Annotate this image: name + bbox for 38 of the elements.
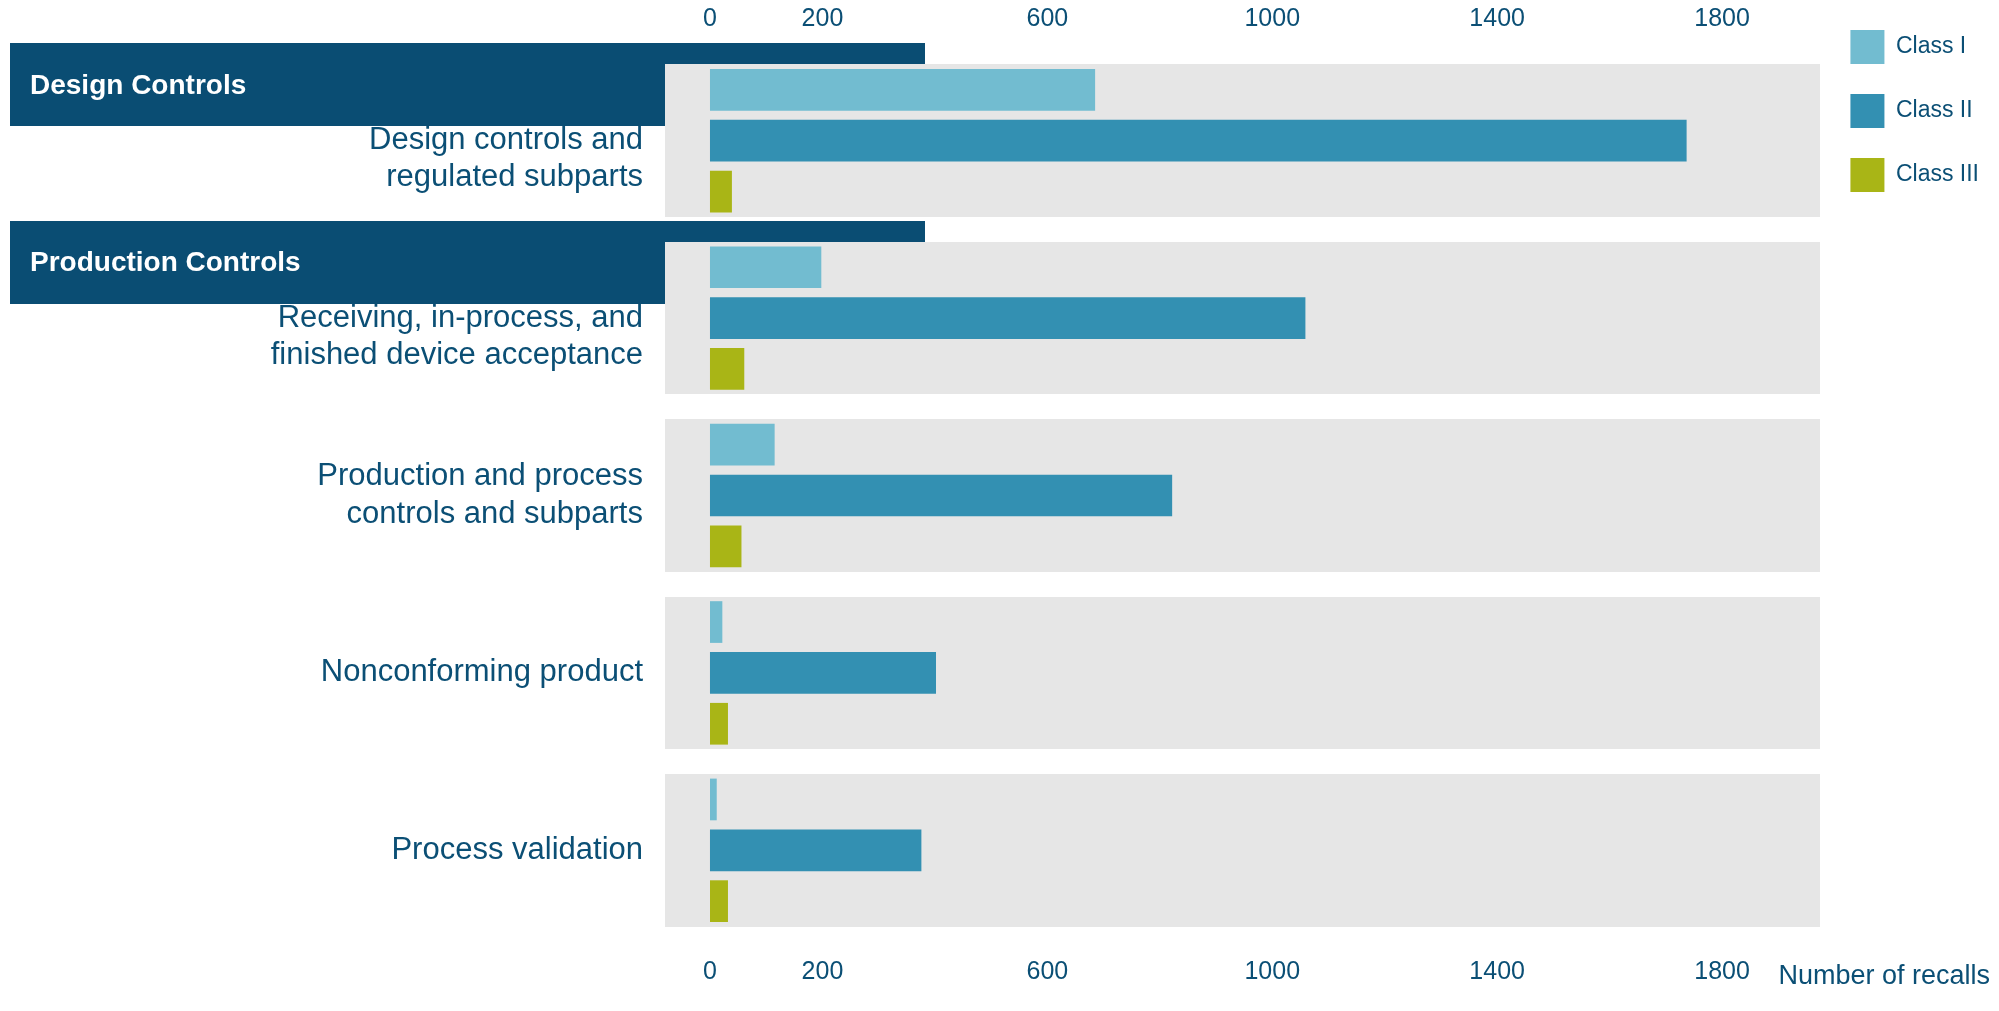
x-tick-label: 1800 (1694, 955, 1750, 984)
x2-tick-label: 1400 (1469, 2, 1525, 31)
bar (709, 778, 717, 821)
bar (709, 880, 728, 923)
bar (709, 423, 775, 466)
x-tick-label: 1400 (1469, 955, 1525, 984)
bar (709, 652, 937, 694)
legend-label: Class III (1895, 160, 1980, 187)
bar (709, 119, 1687, 162)
x-tick-label: 600 (1026, 955, 1069, 984)
text: Production Controls (30, 246, 301, 278)
bar (709, 702, 728, 745)
x2-tick-label: 1800 (1694, 2, 1750, 31)
x-tick-label: 0 (703, 955, 717, 984)
y-tick-label: Nonconforming product (320, 653, 644, 689)
x2-tick-label: 1000 (1244, 2, 1301, 31)
bar (709, 525, 742, 568)
bar (709, 601, 723, 643)
y-tick-label: Design controls and regulated subparts (369, 121, 643, 194)
bar (709, 297, 1306, 339)
x-tick-label: 1000 (1244, 955, 1301, 984)
y-tick-label: Receiving, in-process, and finished device acceptance (270, 298, 643, 371)
bar (709, 474, 1173, 517)
x-tick-label: 200 (801, 955, 844, 984)
bar (709, 829, 922, 872)
y-tick-label: Process validation (391, 830, 643, 866)
text: Design Controls (30, 68, 247, 100)
bar (709, 348, 745, 390)
x2-tick-label: 200 (801, 2, 844, 31)
x2-tick-label: 0 (703, 2, 717, 31)
x-axis-title: Number of recalls (1778, 960, 1990, 991)
bar (709, 246, 822, 289)
bar (709, 69, 1096, 111)
legend-label: Class I (1895, 32, 1967, 59)
x2-tick-label: 600 (1026, 2, 1069, 31)
y-tick-label: Production and process controls and subparts (317, 457, 643, 530)
legend-label: Class II (1895, 96, 1973, 123)
bar (709, 170, 732, 213)
